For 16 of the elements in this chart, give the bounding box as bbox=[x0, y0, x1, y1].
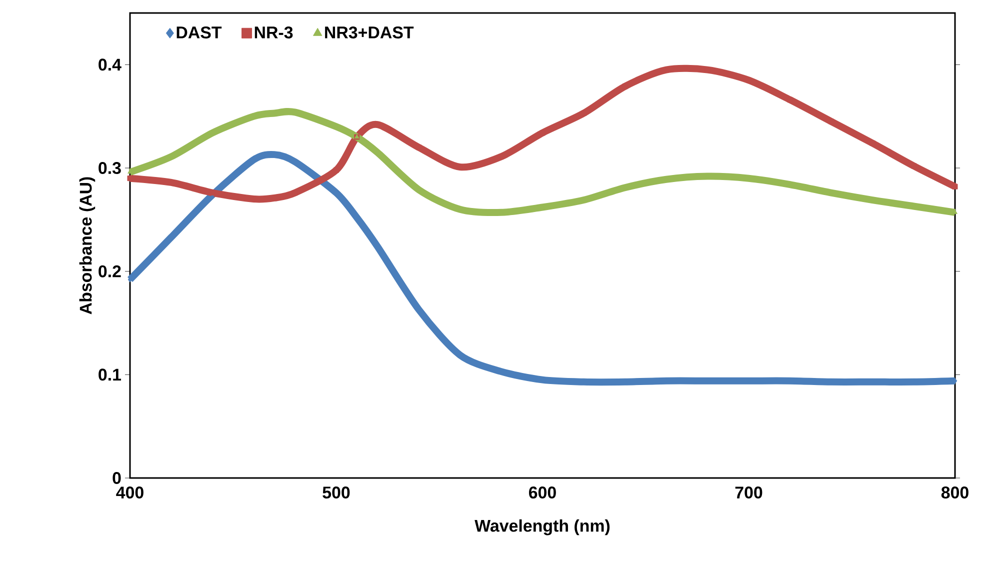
x-axis-title: Wavelength (nm) bbox=[474, 519, 610, 536]
y-axis-title: Absorbance (AU) bbox=[79, 177, 96, 314]
x-tick-label: 800 bbox=[941, 486, 968, 499]
legend-label: NR3+DAST bbox=[325, 26, 414, 38]
x-tick-label: 400 bbox=[116, 486, 144, 499]
legend-label: DAST bbox=[176, 26, 222, 38]
x-tick-label: 600 bbox=[529, 486, 556, 499]
legend-label: NR-3 bbox=[254, 26, 293, 38]
point bbox=[952, 184, 958, 190]
y-tick-label: 0 bbox=[112, 472, 121, 484]
y-tick-label: 0.4 bbox=[98, 58, 122, 71]
y-tick-label: 0.3 bbox=[98, 162, 121, 174]
x-tick-label: 500 bbox=[322, 486, 350, 499]
y-tick-label: 0.2 bbox=[98, 265, 121, 278]
x-tick-label: 700 bbox=[735, 486, 762, 499]
y-tick-label: 0.1 bbox=[98, 368, 122, 381]
